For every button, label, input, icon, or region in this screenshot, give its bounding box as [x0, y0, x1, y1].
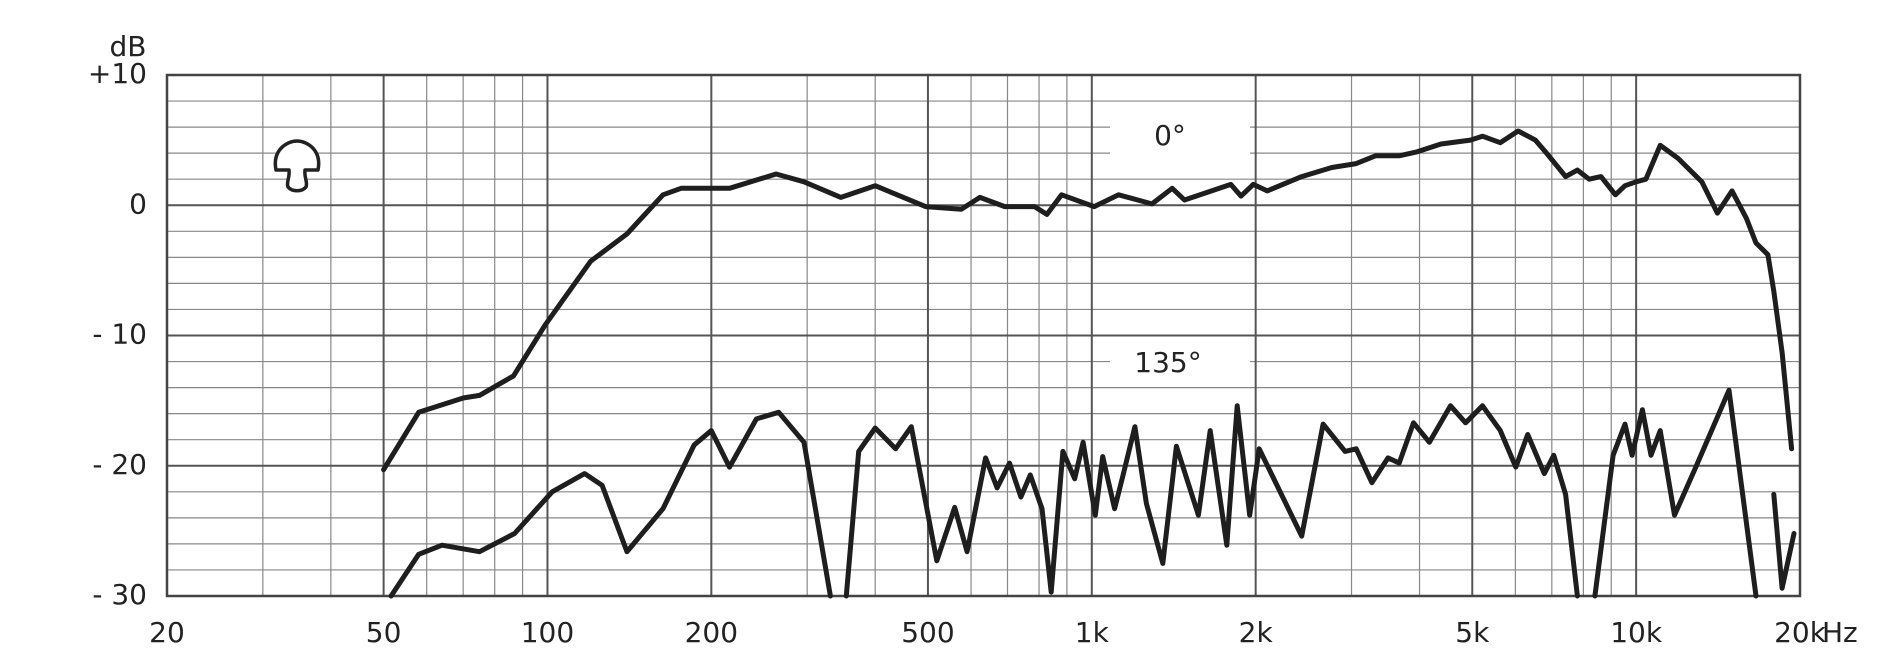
x-axis-label: Hz	[1822, 616, 1858, 649]
response-curve	[381, 128, 1795, 473]
plot-frame	[165, 73, 1802, 598]
x-tick-label: 100	[521, 616, 574, 649]
annotations: 0° 135°	[273, 118, 1250, 382]
pickup-pattern-icon	[273, 139, 321, 193]
series-label: 0°	[1154, 119, 1186, 152]
y-axis-label: dB	[110, 30, 147, 63]
y-tick-label: - 20	[92, 448, 147, 481]
y-tick-label: +10	[88, 57, 147, 90]
series-label: 135°	[1134, 346, 1201, 379]
x-tick-label: 20k	[1774, 616, 1827, 649]
y-tick-label: 0	[129, 187, 147, 220]
x-tick-label: 50	[366, 616, 402, 649]
x-tick-label: 5k	[1455, 616, 1490, 649]
grid	[166, 74, 1801, 597]
y-tick-label: - 30	[92, 578, 147, 611]
x-tick-label: 200	[685, 616, 738, 649]
x-tick-label: 20	[149, 616, 185, 649]
x-tick-label: 2k	[1239, 616, 1274, 649]
label-background	[1110, 346, 1250, 382]
label-background	[1110, 118, 1250, 154]
y-tick-label: - 10	[92, 318, 147, 351]
response-curve	[388, 387, 1797, 599]
x-tick-label: 10k	[1610, 616, 1663, 649]
x-tick-label: 1k	[1075, 616, 1110, 649]
x-tick-label: 500	[901, 616, 954, 649]
